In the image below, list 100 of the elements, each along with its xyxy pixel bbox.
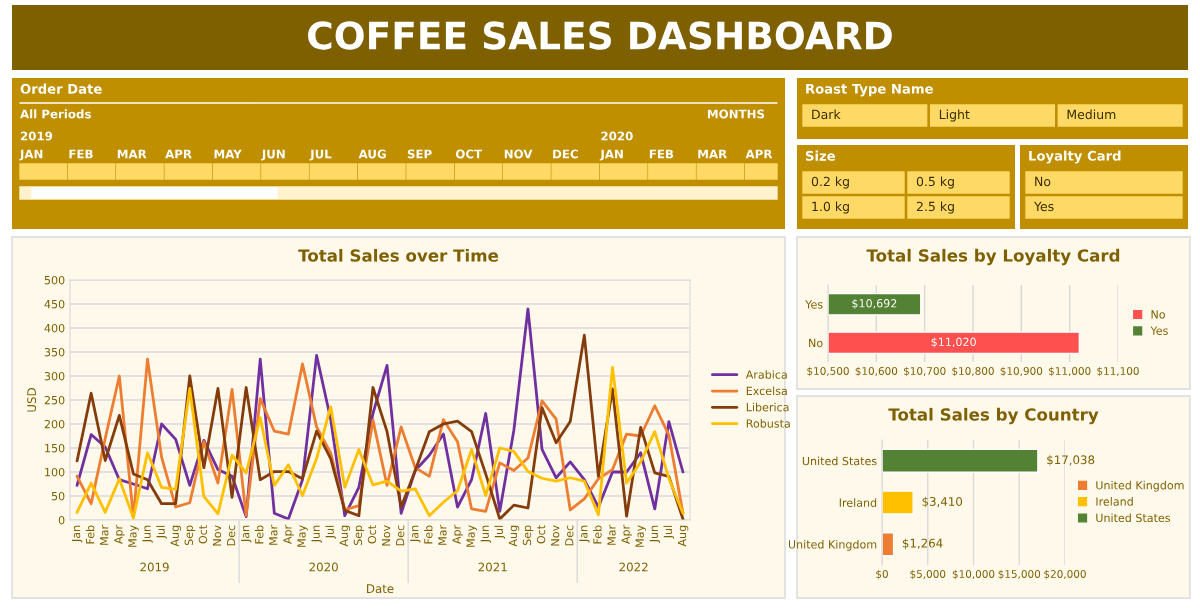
text: Size (805, 150, 836, 161)
x-tick-label: Jul (325, 525, 336, 539)
text: 2020 (601, 131, 633, 141)
x-tick-label: Dec (227, 525, 236, 546)
text: APR (165, 149, 192, 159)
x-tick-label: Aug (508, 525, 520, 547)
x-tick-label: $20,000 (1044, 569, 1086, 580)
x-tick-label: Jul (494, 525, 506, 539)
x-tick-label: Apr (621, 524, 632, 544)
y-tick-label: 350 (44, 347, 65, 357)
text: Yes (1033, 201, 1054, 212)
text: AUG (358, 149, 386, 159)
data-label: $3,410 (922, 496, 963, 508)
y-tick-label: Ireland (839, 498, 877, 507)
x-tick-label: Feb (593, 525, 602, 544)
y-axis-title: USD (27, 388, 37, 412)
legend-label: Liberica (746, 402, 789, 412)
data-label: $10,692 (852, 298, 897, 309)
y-tick-label: 200 (44, 419, 65, 429)
y-tick-label: 250 (44, 395, 65, 405)
text: All Periods (20, 109, 91, 119)
x-tick-label: $15,000 (998, 569, 1041, 580)
x-tick-label: $5,000 (910, 569, 946, 580)
legend-label: No (1151, 310, 1165, 319)
legend-label: Yes (1150, 326, 1168, 335)
text: DEC (553, 149, 578, 159)
y-tick-label: 0 (58, 515, 65, 525)
x-tick-label: May (128, 525, 139, 547)
text: 2020 (309, 562, 338, 572)
x-tick-label: Jun (142, 525, 153, 543)
legend-label: Excelsa (746, 386, 787, 396)
x-axis-title: Date (367, 584, 394, 594)
x-tick-label: Jul (156, 525, 167, 539)
x-tick-label: May (635, 525, 647, 547)
x-tick-label: Sep (353, 525, 365, 546)
x-tick-label: $11,000 (1048, 366, 1091, 377)
x-tick-label: Aug (339, 525, 351, 547)
x-tick-label: Oct (536, 525, 546, 544)
text: JUN (261, 149, 285, 161)
x-tick-label: Apr (114, 524, 125, 544)
text: JAN (599, 149, 623, 161)
y-tick-label: 500 (44, 275, 65, 285)
y-tick-label: United Kingdom (788, 539, 877, 551)
y-tick-label: 50 (51, 491, 65, 501)
text: 0.5 kg (916, 176, 954, 189)
legend-label: Robusta (746, 419, 790, 428)
text: 2022 (619, 562, 648, 572)
x-tick-label: Nov (382, 525, 391, 546)
x-tick-label: Sep (184, 525, 196, 546)
x-tick-label: May (297, 525, 308, 547)
text: MAY (214, 149, 242, 159)
x-tick-label: Mar (269, 524, 278, 545)
x-tick-label: Dec (565, 525, 574, 546)
text: 1.0 kg (812, 201, 849, 214)
x-tick-label: $10,500 (807, 366, 849, 377)
x-tick-label: $10,600 (855, 366, 898, 377)
x-tick-label: $10,900 (1000, 366, 1043, 377)
legend-label: Arabica (745, 370, 787, 379)
text: Roast Type Name (806, 83, 933, 97)
chart-title: Total Sales by Country (888, 407, 1099, 425)
x-tick-label: Apr (283, 524, 294, 544)
text: 2.5 kg (916, 201, 954, 214)
x-tick-label: Feb (85, 525, 95, 544)
text: 0.2 kg (811, 176, 849, 189)
text: MAR (698, 149, 727, 159)
x-tick-label: Jun (480, 525, 491, 543)
x-tick-label: Apr (452, 524, 463, 544)
x-tick-label: Aug (677, 525, 689, 547)
text: SEP (407, 149, 432, 159)
x-tick-label: May (466, 525, 477, 547)
legend-label: Ireland (1096, 497, 1133, 506)
x-tick-label: Jun (649, 525, 661, 543)
text: APR (745, 149, 773, 159)
x-tick-label: Mar (607, 524, 616, 545)
text: JAN (19, 149, 43, 161)
text: 2019 (20, 131, 53, 141)
x-tick-label: Nov (212, 525, 222, 546)
text: COFFEE SALES DASHBOARD (308, 21, 892, 50)
x-tick-label: Jul (663, 525, 675, 539)
x-tick-label: $11,100 (1097, 366, 1139, 377)
chart-title: Total Sales over Time (298, 248, 499, 262)
y-tick-label: Yes (805, 300, 823, 309)
y-tick-label: 300 (44, 371, 65, 381)
text: JUL (309, 149, 332, 161)
text: Medium (1067, 109, 1116, 120)
x-tick-label: Oct (367, 525, 377, 544)
text: FEB (69, 149, 93, 159)
text: Light (939, 109, 970, 122)
x-tick-label: Dec (396, 525, 405, 546)
text: OCT (455, 149, 483, 159)
text: 2021 (478, 562, 507, 572)
x-tick-label: Nov (551, 525, 560, 546)
text: Loyalty Card (1029, 150, 1121, 164)
x-tick-label: Mar (100, 524, 109, 545)
text: FEB (649, 149, 674, 159)
x-tick-label: $10,700 (903, 366, 946, 377)
y-tick-label: 100 (45, 467, 65, 477)
y-tick-label: 400 (44, 323, 65, 333)
x-tick-label: $10,000 (952, 569, 995, 580)
text: NOV (504, 149, 533, 159)
